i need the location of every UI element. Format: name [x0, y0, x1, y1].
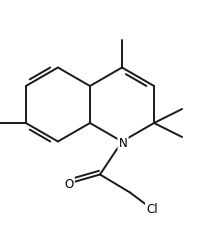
- Text: Cl: Cl: [146, 202, 158, 215]
- Text: N: N: [119, 137, 127, 149]
- Text: O: O: [64, 177, 74, 190]
